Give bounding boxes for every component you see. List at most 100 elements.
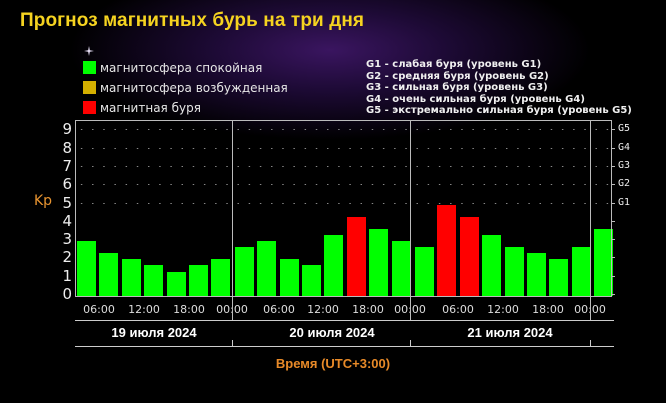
legend-item-storm: магнитная буря — [83, 99, 288, 116]
g-level-legend: G1 - слабая буря (уровень G1) G2 - средн… — [366, 59, 632, 117]
y-tick-label: 1 — [62, 266, 72, 285]
g-level-2: G2 - средняя буря (уровень G2) — [366, 70, 549, 82]
kp-bar — [549, 259, 569, 296]
day-divider — [232, 120, 233, 320]
kp-bar — [482, 235, 502, 296]
date-label-day3: 21 июля 2024 — [467, 325, 553, 340]
kp-bar — [144, 265, 164, 296]
right-tick-mark — [611, 129, 615, 131]
x-axis-label: Время (UTC+3:00) — [275, 356, 391, 371]
legend-item-excited: магнитосфера возбужденная — [83, 79, 288, 96]
g-tick-label: G1 — [618, 196, 631, 208]
right-tick-mark — [611, 147, 615, 149]
swatch-red — [83, 101, 96, 114]
date-divider-tick — [590, 340, 591, 346]
x-tick-label: 18:00 — [173, 303, 205, 316]
right-tick-mark — [611, 239, 615, 241]
grid-row — [76, 202, 611, 204]
date-label-day2: 20 июля 2024 — [289, 325, 375, 340]
grid-row — [76, 129, 611, 131]
kp-bar — [437, 204, 457, 296]
day-divider — [590, 120, 591, 320]
kp-bar — [166, 271, 186, 296]
kp-bar — [391, 241, 411, 296]
kp-bar — [99, 253, 119, 296]
grid-row — [76, 184, 611, 186]
legend: магнитосфера спокойная магнитосфера возб… — [83, 59, 288, 119]
sparkle-icon — [84, 46, 94, 56]
kp-bar — [257, 241, 277, 296]
x-tick-label: 00:00 — [390, 303, 430, 316]
kp-bar — [571, 247, 591, 296]
g-level-5: G5 - экстремально сильная буря (уровень … — [366, 105, 632, 116]
swatch-green — [83, 61, 96, 74]
kp-bar — [594, 228, 614, 296]
g-tick-label: G4 — [618, 141, 631, 153]
kp-bar — [77, 241, 96, 296]
kp-bar — [189, 265, 208, 296]
x-tick-label: 06:00 — [263, 303, 295, 316]
kp-bar — [415, 247, 434, 296]
kp-bar — [302, 265, 321, 296]
g-level-3: G3 - сильная буря (уровень G3) — [366, 82, 548, 93]
y-tick-label: 4 — [62, 211, 72, 230]
y-tick-label: 0 — [62, 285, 72, 303]
y-tick-label: 8 — [62, 138, 72, 157]
legend-label: магнитосфера возбужденная — [100, 80, 288, 95]
date-divider-tick — [232, 340, 233, 346]
y-tick-label: 3 — [62, 230, 72, 249]
g-level-1: G1 - слабая буря (уровень G1) — [366, 59, 542, 70]
grid-row — [76, 165, 611, 167]
legend-item-quiet: магнитосфера спокойная — [83, 59, 288, 76]
y-tick-label: 5 — [62, 193, 72, 212]
y-tick-label: 6 — [62, 175, 72, 194]
y-axis-label: Kp — [34, 193, 53, 209]
right-tick-mark — [611, 184, 615, 186]
right-tick-mark — [611, 202, 615, 204]
x-tick-label: 06:00 — [442, 303, 474, 316]
right-tick-mark — [611, 165, 615, 167]
date-row-top-line — [75, 320, 614, 321]
x-tick-label: 00:00 — [212, 303, 252, 316]
x-tick-label: 12:00 — [487, 303, 519, 316]
kp-bar — [504, 247, 524, 296]
day-divider — [410, 120, 411, 320]
x-tick-label: 18:00 — [532, 303, 564, 316]
kp-bar — [369, 228, 389, 296]
x-tick-label: 00:00 — [570, 303, 610, 316]
x-tick-label: 18:00 — [352, 303, 384, 316]
g-level-4: G4 - очень сильная буря (уровень G4) — [366, 93, 585, 105]
right-tick-mark — [611, 275, 615, 277]
kp-bar — [279, 259, 299, 296]
grid-row — [76, 147, 611, 149]
g-tick-label: G2 — [618, 178, 631, 190]
kp-bar — [527, 253, 546, 296]
kp-bar — [234, 247, 254, 296]
y-tick-label: 7 — [62, 156, 72, 175]
date-label-day1: 19 июля 2024 — [111, 325, 197, 340]
kp-bar — [346, 216, 366, 296]
x-tick-label: 12:00 — [128, 303, 160, 316]
right-tick-mark — [611, 220, 615, 222]
kp-bar — [211, 259, 231, 296]
y-tick-label: 9 — [62, 120, 72, 139]
swatch-yellow — [83, 81, 96, 94]
chart-frame — [75, 120, 612, 296]
kp-bar — [459, 216, 479, 296]
y-tick-label: 2 — [62, 248, 72, 267]
g-tick-label: G5 — [618, 123, 631, 135]
kp-bar — [324, 235, 344, 296]
date-divider-tick — [410, 340, 411, 346]
x-tick-label: 06:00 — [83, 303, 115, 316]
date-row-bottom-line — [75, 346, 614, 347]
g-tick-label: G3 — [618, 159, 631, 171]
x-tick-label: 12:00 — [307, 303, 339, 316]
legend-label: магнитосфера спокойная — [100, 60, 263, 75]
page-title: Прогноз магнитных бурь на три дня — [20, 10, 365, 31]
chart-baseline — [75, 296, 612, 297]
kp-bar — [121, 259, 141, 296]
right-tick-mark — [611, 294, 615, 295]
right-tick-mark — [611, 257, 615, 259]
legend-label: магнитная буря — [100, 100, 201, 115]
